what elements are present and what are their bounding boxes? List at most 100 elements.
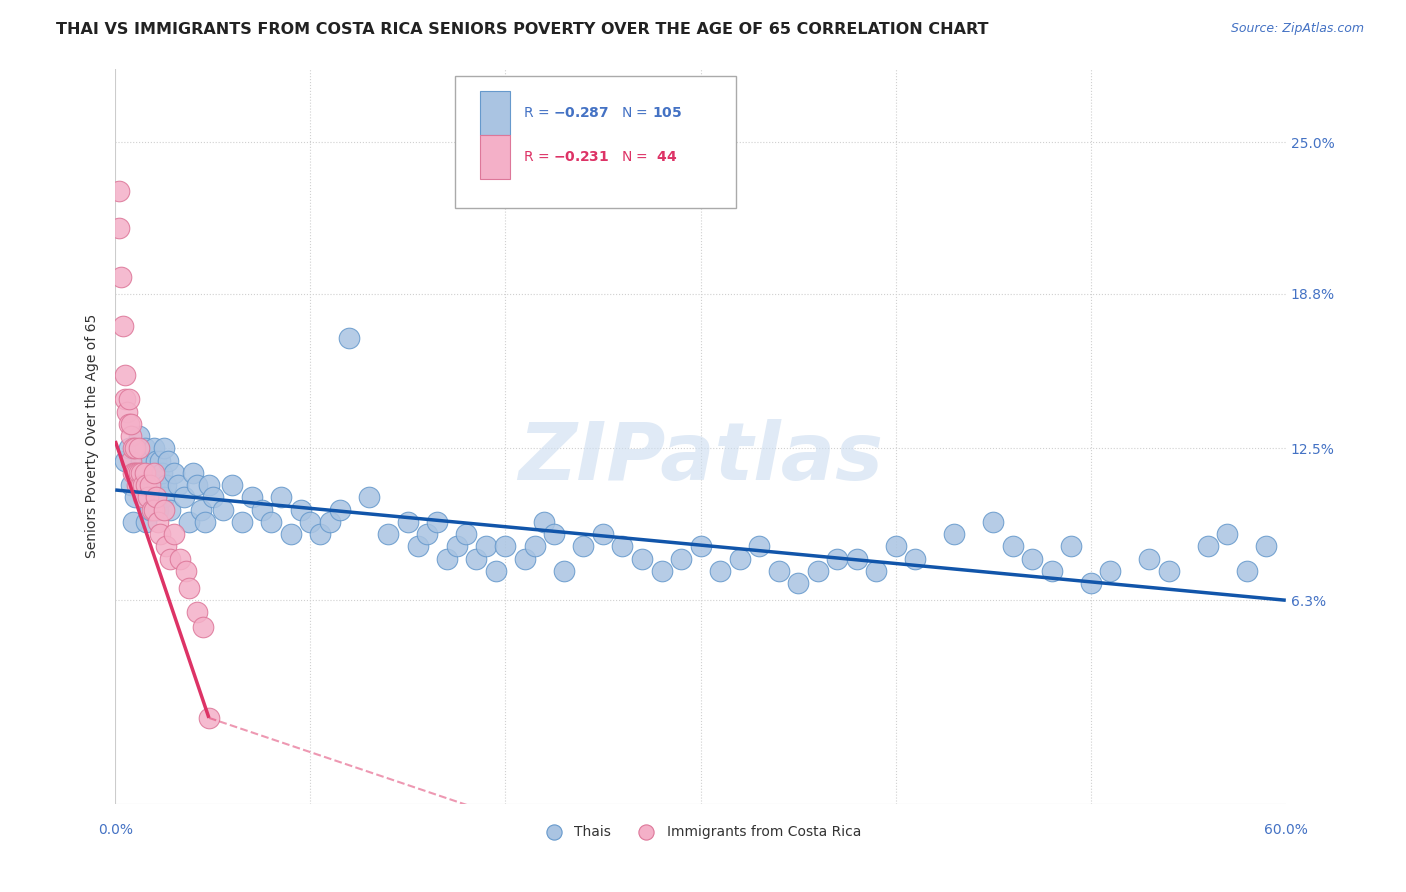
Text: 60.0%: 60.0% (1264, 823, 1308, 838)
Point (592, 527, 614, 541)
Point (179, 581, 201, 595)
Point (155, 539, 177, 553)
Point (139, 478, 162, 492)
Point (169, 551, 191, 566)
Text: 0.0%: 0.0% (98, 823, 132, 838)
Point (290, 502, 312, 516)
Point (120, 429, 142, 443)
Point (166, 478, 188, 492)
Point (128, 429, 150, 443)
Point (135, 478, 157, 492)
Point (650, 564, 672, 578)
Point (270, 491, 292, 505)
Point (1157, 564, 1180, 578)
Point (186, 478, 208, 492)
Point (150, 466, 173, 480)
Point (669, 551, 692, 566)
Point (1137, 551, 1160, 566)
Point (904, 551, 927, 566)
Point (110, 269, 132, 284)
Point (748, 539, 770, 553)
Point (145, 491, 167, 505)
Point (141, 502, 163, 516)
Point (148, 466, 170, 480)
Point (309, 527, 332, 541)
Bar (481, 91, 510, 135)
Point (131, 478, 153, 492)
Point (143, 442, 166, 456)
Point (406, 539, 429, 553)
Point (211, 502, 233, 516)
Text: Source: ZipAtlas.com: Source: ZipAtlas.com (1230, 22, 1364, 36)
Point (118, 392, 141, 407)
Point (1080, 576, 1102, 591)
Point (396, 515, 419, 529)
Point (1236, 564, 1258, 578)
Point (572, 539, 595, 553)
Point (475, 539, 498, 553)
Point (728, 551, 751, 566)
Point (240, 491, 263, 505)
Point (865, 564, 887, 578)
Point (145, 453, 167, 467)
Point (153, 442, 176, 456)
Text: THAI VS IMMIGRANTS FROM COSTA RICA SENIORS POVERTY OVER THE AGE OF 65 CORRELATIO: THAI VS IMMIGRANTS FROM COSTA RICA SENIO… (56, 22, 988, 37)
Text: ZIPatlas: ZIPatlas (517, 419, 883, 497)
Point (149, 478, 172, 492)
Point (250, 502, 273, 516)
Point (108, 220, 131, 235)
FancyBboxPatch shape (454, 76, 735, 208)
Point (1060, 539, 1083, 553)
Point (260, 515, 283, 529)
Point (141, 466, 163, 480)
Point (112, 318, 135, 333)
Point (173, 491, 195, 505)
Point (845, 551, 868, 566)
Point (149, 527, 172, 541)
Point (114, 392, 136, 407)
Point (494, 539, 516, 553)
Point (1001, 539, 1024, 553)
Point (357, 491, 380, 505)
Point (377, 527, 399, 541)
Point (787, 576, 810, 591)
Point (163, 527, 186, 541)
Text: R = $\mathbf{-0.231}$   N =  $\mathbf{44}$: R = $\mathbf{-0.231}$ N = $\mathbf{44}$ (523, 150, 676, 164)
Point (128, 466, 150, 480)
Point (543, 527, 565, 541)
Point (436, 551, 458, 566)
Point (1021, 551, 1043, 566)
Point (131, 491, 153, 505)
Point (138, 491, 160, 505)
Point (149, 453, 172, 467)
Point (121, 515, 143, 529)
Point (131, 466, 153, 480)
Point (806, 564, 828, 578)
Point (159, 551, 181, 566)
Point (221, 478, 243, 492)
Point (329, 502, 352, 516)
Point (689, 539, 711, 553)
Point (135, 466, 157, 480)
Point (513, 551, 536, 566)
Point (943, 527, 966, 541)
Point (120, 453, 142, 467)
Point (553, 564, 575, 578)
Y-axis label: Seniors Poverty Over the Age of 65: Seniors Poverty Over the Age of 65 (86, 314, 100, 558)
Point (143, 502, 166, 516)
Point (156, 453, 179, 467)
Point (299, 515, 322, 529)
Text: R = $\mathbf{-0.287}$   N = $\mathbf{105}$: R = $\mathbf{-0.287}$ N = $\mathbf{105}$ (523, 105, 682, 120)
Point (124, 466, 146, 480)
Point (134, 478, 156, 492)
Point (191, 620, 214, 634)
Point (134, 466, 156, 480)
Point (485, 564, 508, 578)
Point (124, 466, 146, 480)
Point (125, 478, 148, 492)
Point (155, 478, 177, 492)
Point (139, 453, 162, 467)
Point (523, 539, 546, 553)
Point (159, 502, 181, 516)
Point (128, 442, 150, 456)
